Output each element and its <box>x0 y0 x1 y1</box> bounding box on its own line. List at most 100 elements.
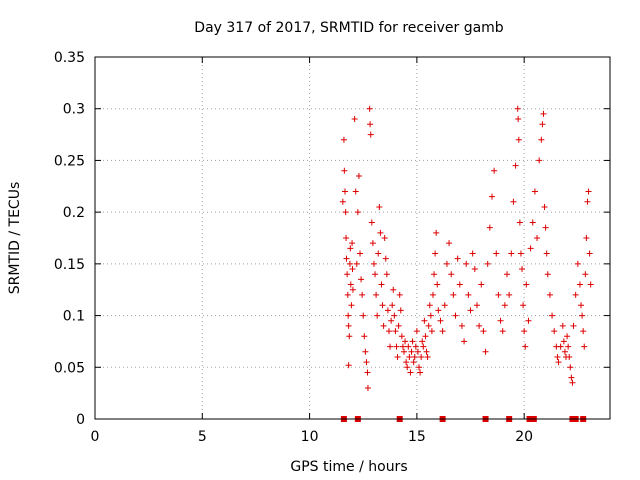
data-point <box>454 255 461 262</box>
data-point <box>515 116 522 123</box>
data-point <box>569 379 576 386</box>
data-point <box>394 353 401 360</box>
data-point <box>395 322 402 329</box>
data-point <box>584 198 591 205</box>
data-point <box>544 271 551 278</box>
data-point <box>403 359 410 366</box>
data-point <box>529 219 536 226</box>
data-point <box>424 353 431 360</box>
data-point <box>476 322 483 329</box>
data-point <box>341 167 348 174</box>
data-point <box>397 307 404 314</box>
data-point <box>357 250 364 257</box>
data-point <box>463 260 470 267</box>
data-point <box>382 255 389 262</box>
data-point <box>561 348 568 355</box>
data-point <box>434 281 441 288</box>
data-point <box>521 328 528 335</box>
data-point <box>367 131 374 138</box>
data-point <box>404 364 411 371</box>
data-point <box>367 121 374 128</box>
data-point <box>452 312 459 319</box>
data-point <box>576 281 583 288</box>
data-point <box>407 369 414 376</box>
data-point <box>354 209 361 216</box>
data-point <box>390 286 397 293</box>
data-point <box>349 240 356 247</box>
data-point <box>375 250 382 257</box>
data-point <box>418 353 425 360</box>
data-point <box>506 291 513 298</box>
data-point <box>520 302 527 309</box>
data-point <box>578 302 585 309</box>
data-point <box>431 271 438 278</box>
y-tick-label: 0.25 <box>54 153 85 169</box>
data-point <box>541 203 548 210</box>
data-point <box>376 203 383 210</box>
data-point <box>497 317 504 324</box>
data-point <box>353 260 360 267</box>
y-tick-label: 0.05 <box>54 360 85 376</box>
data-point <box>531 188 538 195</box>
data-point <box>523 281 530 288</box>
data-point <box>435 307 442 314</box>
data-point <box>495 291 502 298</box>
x-tick-label: 5 <box>198 429 207 445</box>
data-point <box>389 302 396 309</box>
data-point <box>443 260 450 267</box>
data-point <box>516 219 523 226</box>
data-point <box>522 343 529 350</box>
data-point <box>574 260 581 267</box>
x-tick-label: 20 <box>515 429 533 445</box>
data-point <box>368 219 375 226</box>
data-point <box>570 322 577 329</box>
data-point <box>473 302 480 309</box>
data-point <box>417 369 424 376</box>
data-point <box>410 359 417 366</box>
data-point <box>396 291 403 298</box>
data-point <box>429 291 436 298</box>
data-point <box>469 250 476 257</box>
axis-ticks <box>94 56 610 420</box>
data-point <box>414 348 421 355</box>
data-point <box>583 235 590 241</box>
data-point <box>388 317 395 324</box>
data-point <box>514 105 521 112</box>
data-point <box>568 374 575 381</box>
data-points <box>339 105 594 391</box>
data-point <box>377 229 384 236</box>
data-point <box>421 317 428 324</box>
data-point <box>346 260 353 267</box>
data-point <box>478 281 485 288</box>
data-point <box>426 302 433 309</box>
x-tick-labels: 0 5 10 15 20 <box>91 429 534 445</box>
data-point <box>567 364 574 371</box>
data-point <box>349 286 356 293</box>
data-point <box>456 281 463 288</box>
data-point <box>427 312 434 319</box>
data-point <box>566 353 573 360</box>
data-point <box>555 359 562 366</box>
data-point <box>493 250 500 257</box>
data-point <box>554 353 561 360</box>
y-tick-label: 0 <box>76 412 85 428</box>
data-point <box>340 136 347 143</box>
plot-frame <box>94 56 611 420</box>
data-point <box>486 224 493 231</box>
data-point <box>587 281 594 288</box>
data-point <box>342 209 349 216</box>
data-point <box>432 250 439 257</box>
data-point <box>586 250 593 257</box>
data-point <box>391 312 398 319</box>
data-point <box>546 291 553 298</box>
data-point <box>542 224 549 231</box>
data-point <box>405 343 412 350</box>
data-point <box>467 307 474 314</box>
data-point <box>416 364 423 371</box>
data-point <box>345 362 352 369</box>
data-point <box>557 343 564 350</box>
data-point <box>538 136 545 143</box>
data-point <box>402 338 409 345</box>
data-point <box>344 271 351 278</box>
data-point <box>361 333 368 340</box>
